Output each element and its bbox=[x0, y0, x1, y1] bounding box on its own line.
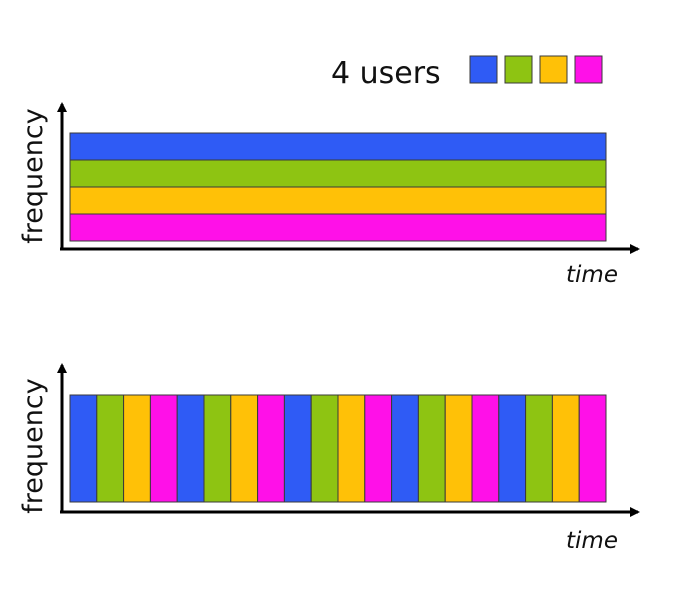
tdma-slot-user-3 bbox=[337, 394, 366, 503]
legend-swatches bbox=[469, 55, 603, 84]
tdma-slot-user-4 bbox=[471, 394, 500, 503]
tdma-slot-user-2 bbox=[203, 394, 232, 503]
tdma-slot-user-2 bbox=[96, 394, 125, 503]
fdma-y-axis-label: frequency bbox=[18, 108, 49, 243]
fdma-x-axis-label: time bbox=[566, 262, 618, 288]
legend-swatch-user-3 bbox=[539, 55, 568, 84]
tdma-slot-user-4 bbox=[578, 394, 607, 503]
tdma-slot-user-4 bbox=[149, 394, 178, 503]
tdma-slot-user-1 bbox=[176, 394, 205, 503]
tdma-slot-user-2 bbox=[417, 394, 446, 503]
tdma-slot-user-3 bbox=[444, 394, 473, 503]
legend-title: 4 users bbox=[331, 56, 441, 91]
tdma-x-axis-label: time bbox=[566, 528, 618, 554]
tdma-slot-user-4 bbox=[364, 394, 393, 503]
legend-swatch-user-1 bbox=[469, 55, 498, 84]
tdma-slot-user-3 bbox=[123, 394, 151, 503]
fdma-band-user-4 bbox=[69, 213, 607, 242]
tdma-slot-user-1 bbox=[498, 394, 527, 503]
tdma-slots bbox=[69, 394, 607, 503]
tdma-slot-user-3 bbox=[551, 394, 580, 503]
fdma-panel: frequency time bbox=[18, 102, 640, 288]
tdma-slot-user-2 bbox=[310, 394, 339, 503]
fdma-band-user-3 bbox=[69, 186, 607, 215]
fdma-band-user-2 bbox=[69, 159, 607, 188]
tdma-panel: frequency time bbox=[18, 363, 640, 554]
tdma-slot-user-1 bbox=[69, 394, 98, 503]
legend-swatch-user-4 bbox=[574, 55, 603, 84]
tdma-slot-user-3 bbox=[230, 394, 259, 503]
tdma-slot-user-4 bbox=[257, 394, 285, 503]
fdma-bands bbox=[69, 132, 607, 242]
tdma-slot-user-1 bbox=[283, 394, 312, 503]
legend: 4 users bbox=[331, 55, 603, 91]
tdma-slot-user-1 bbox=[391, 394, 419, 503]
tdma-y-axis-label: frequency bbox=[18, 378, 49, 513]
legend-swatch-user-2 bbox=[504, 55, 533, 84]
fdma-band-user-1 bbox=[69, 132, 607, 161]
tdma-slot-user-2 bbox=[525, 394, 553, 503]
